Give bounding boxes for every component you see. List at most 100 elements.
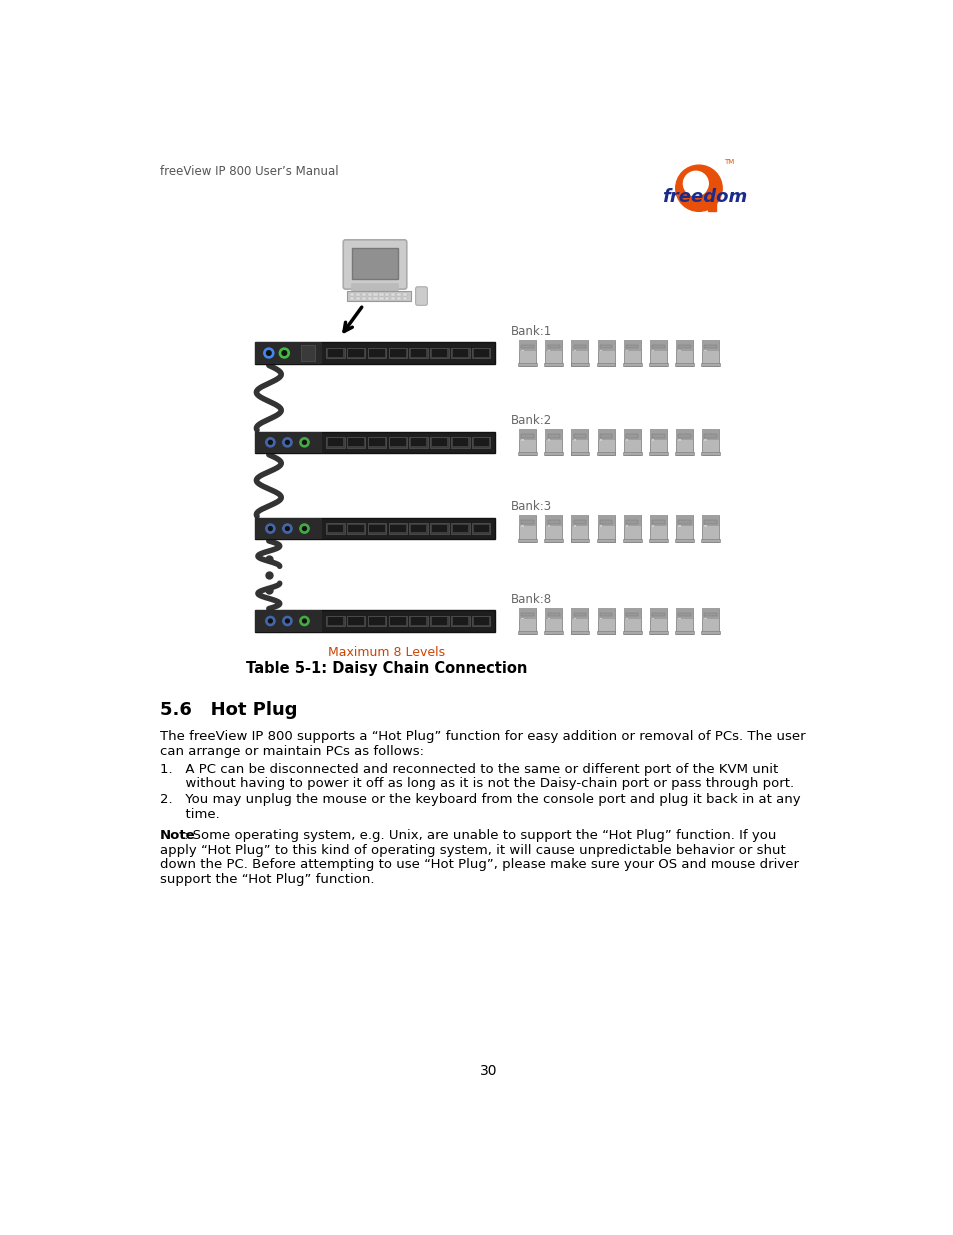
Bar — [348, 525, 363, 532]
Bar — [622, 452, 640, 456]
Bar — [254, 610, 495, 632]
Bar — [625, 345, 638, 348]
Bar — [432, 525, 447, 532]
Bar — [676, 430, 692, 456]
Bar — [547, 350, 549, 352]
Text: time.: time. — [159, 808, 219, 821]
Bar — [521, 345, 534, 348]
Bar — [649, 515, 666, 542]
Bar — [675, 363, 693, 366]
Bar — [571, 608, 588, 619]
Bar — [678, 613, 690, 616]
Bar — [518, 515, 536, 526]
Bar — [599, 345, 612, 348]
Bar — [547, 433, 559, 437]
Bar — [518, 430, 536, 456]
Bar — [518, 608, 536, 619]
Bar — [367, 294, 372, 295]
Bar — [452, 618, 468, 625]
Bar — [649, 430, 666, 440]
Bar — [472, 437, 490, 448]
Bar — [411, 618, 426, 625]
Text: freedom: freedom — [661, 188, 746, 206]
Bar — [367, 524, 386, 534]
Bar — [599, 438, 601, 441]
Text: Note: Note — [159, 829, 195, 842]
Text: apply “Hot Plug” to this kind of operating system, it will cause unpredictable b: apply “Hot Plug” to this kind of operati… — [159, 844, 784, 857]
Bar — [347, 615, 365, 626]
Circle shape — [302, 526, 306, 531]
Bar — [517, 538, 537, 542]
Bar — [703, 525, 706, 527]
Bar — [678, 618, 679, 620]
Bar — [327, 350, 343, 357]
Bar — [701, 515, 719, 542]
Bar — [597, 608, 614, 634]
Circle shape — [264, 348, 274, 358]
Bar — [625, 520, 638, 524]
Bar — [597, 340, 614, 351]
Bar — [625, 433, 638, 437]
Bar — [703, 613, 716, 616]
Bar — [622, 363, 640, 366]
Bar — [391, 298, 395, 300]
Circle shape — [302, 619, 306, 622]
Bar — [544, 515, 561, 542]
Bar — [544, 340, 561, 351]
Bar — [430, 615, 448, 626]
Circle shape — [299, 524, 309, 534]
Bar — [570, 452, 589, 456]
Bar — [571, 340, 588, 366]
Bar — [573, 613, 585, 616]
Circle shape — [282, 437, 292, 447]
Bar — [411, 438, 426, 446]
Bar — [369, 350, 384, 357]
Circle shape — [282, 351, 286, 356]
Text: Table 5-1: Daisy Chain Connection: Table 5-1: Daisy Chain Connection — [246, 661, 527, 676]
Bar — [571, 608, 588, 634]
Bar — [521, 438, 523, 441]
Bar — [625, 350, 628, 352]
Bar — [623, 340, 640, 351]
Bar — [409, 437, 428, 448]
Bar — [648, 538, 667, 542]
Bar — [348, 618, 363, 625]
Bar — [547, 613, 559, 616]
Bar — [675, 452, 693, 456]
Bar — [379, 298, 383, 300]
Bar — [254, 342, 495, 364]
Bar — [390, 618, 405, 625]
Bar — [623, 515, 640, 542]
Text: Bank:2: Bank:2 — [510, 414, 551, 427]
Bar — [430, 524, 448, 534]
Bar — [623, 608, 640, 634]
Bar — [385, 298, 389, 300]
Circle shape — [266, 351, 271, 356]
Bar — [571, 430, 588, 456]
Bar — [649, 608, 666, 619]
Circle shape — [682, 172, 707, 196]
Bar — [703, 350, 706, 352]
Bar — [473, 525, 488, 532]
Bar — [390, 525, 405, 532]
Bar — [409, 615, 428, 626]
FancyBboxPatch shape — [416, 287, 427, 305]
Bar — [649, 340, 666, 366]
Bar — [678, 345, 690, 348]
Bar — [254, 517, 322, 540]
Circle shape — [299, 616, 309, 626]
Bar — [472, 347, 490, 358]
Bar — [521, 350, 523, 352]
Bar — [571, 515, 588, 542]
Text: support the “Hot Plug” function.: support the “Hot Plug” function. — [159, 873, 374, 885]
Bar — [388, 347, 407, 358]
Bar — [676, 430, 692, 440]
Bar — [451, 347, 469, 358]
Bar — [518, 515, 536, 542]
Bar — [597, 515, 614, 526]
Text: Bank:3: Bank:3 — [510, 500, 551, 514]
Bar — [367, 615, 386, 626]
Bar — [326, 524, 344, 534]
FancyBboxPatch shape — [343, 240, 406, 289]
Bar — [703, 345, 716, 348]
